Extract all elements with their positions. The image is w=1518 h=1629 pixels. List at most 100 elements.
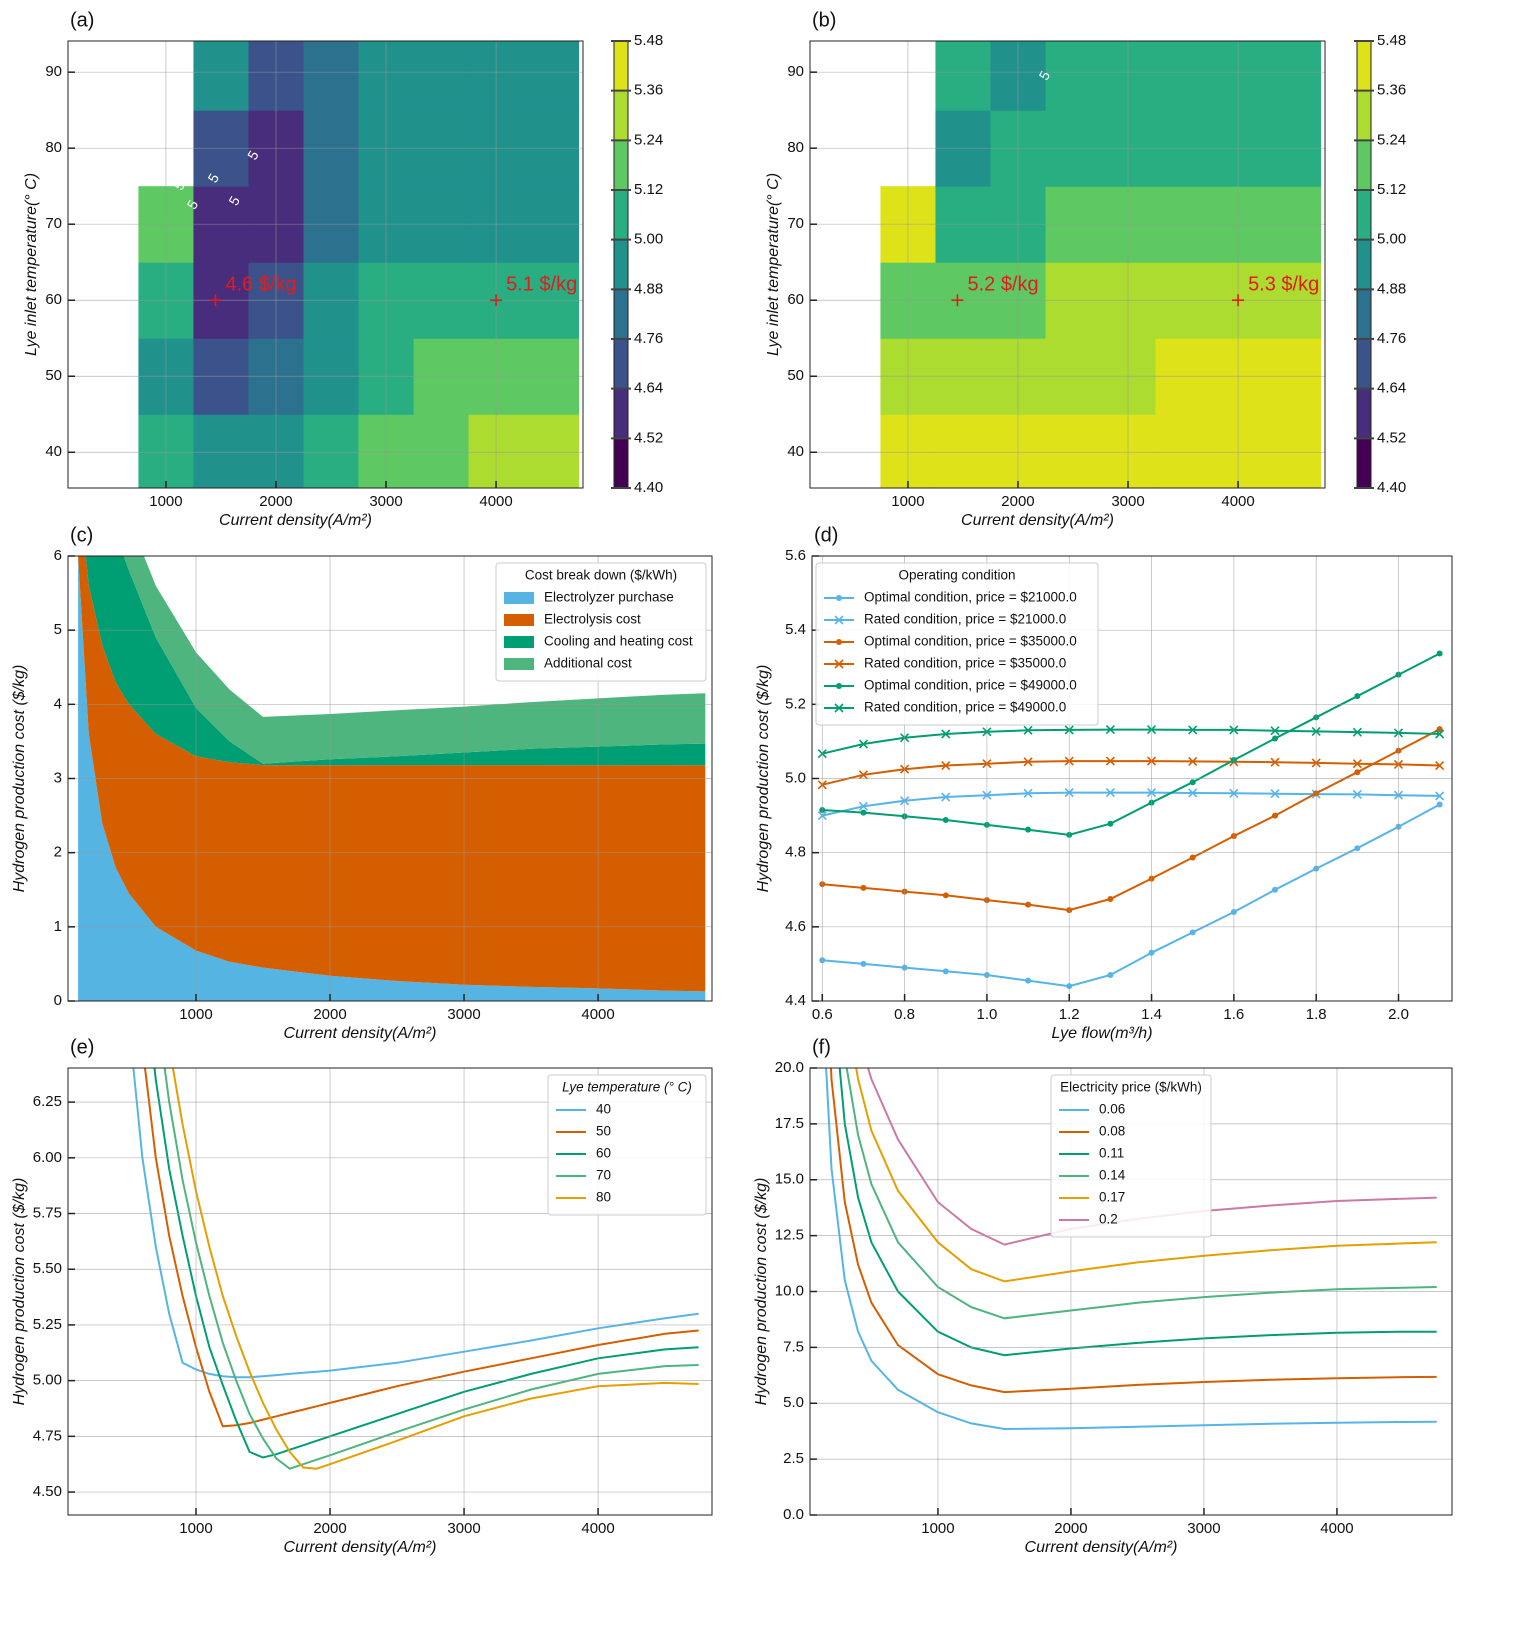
line <box>822 760 1440 786</box>
plot-area: 5 <box>880 41 1322 488</box>
y-tick-label: 1 <box>54 918 62 935</box>
y-tick-label: 5.0 <box>783 1394 804 1411</box>
legend-label: Rated condition, price = $35000.0 <box>864 656 1066 671</box>
x-tick-label: 1.0 <box>976 1006 997 1023</box>
x-tick-label: 0.8 <box>894 1006 915 1023</box>
x-axis-label: Current density(A/m²) <box>284 1539 437 1556</box>
marker <box>860 884 867 891</box>
contour-cell <box>413 41 470 111</box>
area <box>78 556 706 1001</box>
line <box>132 1068 699 1379</box>
y-axis-label: Hydrogen production cost ($/kg) <box>11 1178 28 1406</box>
colorbar-segment <box>614 41 628 92</box>
y-tick-label: 4.75 <box>33 1427 62 1444</box>
legend-marker <box>834 703 844 713</box>
legend-label: 0.2 <box>1099 1212 1118 1227</box>
marker <box>1270 726 1280 736</box>
y-tick-label: 50 <box>787 367 804 384</box>
legend-swatch <box>504 592 534 604</box>
line <box>822 803 1441 988</box>
marker <box>1436 726 1443 733</box>
y-tick-label: 2.5 <box>783 1450 804 1467</box>
contour-cell <box>1155 41 1212 111</box>
point-marker <box>951 294 964 307</box>
marker <box>942 892 949 899</box>
line <box>163 1068 699 1470</box>
colorbar-segment <box>614 239 628 290</box>
y-tick-label: 6.25 <box>33 1093 62 1110</box>
plot-area <box>78 556 706 1001</box>
contour-cell <box>523 414 580 488</box>
x-tick-label: 2000 <box>313 1520 346 1537</box>
colorbar-segment <box>1357 289 1371 340</box>
marker <box>941 792 951 802</box>
colorbar-segment <box>614 438 628 489</box>
y-tick-label: 70 <box>45 215 62 232</box>
y-axis-label: Hydrogen production cost ($/kg) <box>753 1178 770 1406</box>
colorbar-segment <box>614 388 628 439</box>
marker <box>1272 735 1279 742</box>
y-tick-label: 6.00 <box>33 1149 62 1166</box>
y-tick-label: 80 <box>787 139 804 156</box>
x-tick-label: 1000 <box>921 1520 954 1537</box>
colorbar-tick-label: 5.48 <box>1377 32 1406 49</box>
point-marker <box>209 294 222 307</box>
x-tick-label: 3000 <box>1187 1520 1220 1537</box>
contour-cell <box>193 41 249 111</box>
marker <box>1272 886 1279 893</box>
legend-marker <box>836 595 842 601</box>
legend-swatch <box>504 636 534 648</box>
marker <box>860 809 867 816</box>
colorbar-tick-label: 4.52 <box>1377 429 1406 446</box>
legend-label: Rated condition, price = $49000.0 <box>864 700 1066 715</box>
y-axis-label: Hydrogen production cost ($/kg) <box>755 665 772 893</box>
legend-label: 0.14 <box>1099 1168 1126 1183</box>
x-tick-label: 1000 <box>179 1006 212 1023</box>
line <box>825 1068 1437 1431</box>
colorbar-segment <box>1357 438 1371 489</box>
y-axis-label: Lye inlet temperature(° C) <box>23 173 40 356</box>
legend-box <box>815 562 1099 726</box>
x-tick-label: 0.6 <box>812 1006 833 1023</box>
x-tick-label: 2000 <box>1001 493 1034 510</box>
colorbar-segment <box>614 339 628 390</box>
y-tick-label: 0.0 <box>783 1506 804 1523</box>
legend-title: Cost break down ($/kWh) <box>525 568 677 583</box>
contour-cell <box>935 41 991 111</box>
colorbar-tick-label: 4.88 <box>634 280 663 297</box>
area <box>78 556 706 992</box>
y-tick-label: 4.4 <box>785 992 806 1009</box>
x-tick-label: 4000 <box>581 1006 614 1023</box>
y-tick-label: 5.2 <box>785 695 806 712</box>
colorbar-segment <box>1357 140 1371 191</box>
colorbar-tick-label: 5.48 <box>634 32 663 49</box>
point-marker <box>490 294 503 307</box>
marker <box>858 801 869 811</box>
x-axis-label: Current density(A/m²) <box>1025 1539 1178 1556</box>
x-tick-label: 1000 <box>891 493 924 510</box>
marker <box>1025 901 1032 908</box>
marker <box>1435 729 1445 739</box>
colorbar-tick-label: 5.36 <box>634 82 663 99</box>
colorbar-tick-label: 4.88 <box>1377 280 1406 297</box>
y-tick-label: 5.25 <box>33 1316 62 1333</box>
legend-label: Electrolysis cost <box>544 612 641 627</box>
plot-area <box>132 1068 699 1470</box>
y-tick-label: 2 <box>54 844 62 861</box>
marker <box>941 729 951 739</box>
colorbar-tick-label: 4.40 <box>634 479 663 496</box>
x-tick-label: 4000 <box>1221 493 1254 510</box>
line <box>171 1068 699 1470</box>
plot-frame <box>811 555 1453 1002</box>
marker <box>1189 779 1196 786</box>
marker <box>1354 769 1361 776</box>
x-tick-label: 2000 <box>259 493 292 510</box>
y-tick-label: 17.5 <box>775 1115 804 1132</box>
marker <box>858 770 869 780</box>
colorbar-segment <box>1357 239 1371 290</box>
panel-label: (e) <box>70 1036 94 1058</box>
x-axis-label: Lye flow(m³/h) <box>1051 1025 1152 1042</box>
y-tick-label: 5.00 <box>33 1372 62 1389</box>
marker <box>1435 791 1445 801</box>
